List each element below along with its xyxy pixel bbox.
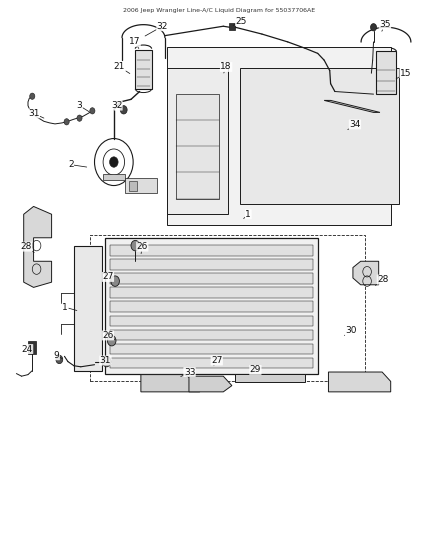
Bar	[28, 341, 36, 354]
Text: 9: 9	[54, 351, 63, 360]
Text: 21: 21	[114, 62, 130, 74]
Circle shape	[107, 335, 116, 346]
Bar	[90, 235, 365, 382]
Circle shape	[131, 240, 140, 251]
Polygon shape	[189, 376, 232, 392]
Bar	[110, 302, 314, 312]
Circle shape	[120, 106, 127, 114]
Bar	[124, 177, 157, 193]
Text: 28: 28	[21, 242, 34, 253]
Text: 25: 25	[233, 17, 247, 26]
Bar	[110, 316, 314, 326]
Text: 28: 28	[375, 275, 389, 286]
Text: 1: 1	[62, 303, 77, 312]
Bar	[110, 358, 314, 368]
Text: 2: 2	[68, 160, 87, 169]
Circle shape	[56, 356, 63, 364]
Text: 2006 Jeep Wrangler Line-A/C Liquid Diagram for 55037706AE: 2006 Jeep Wrangler Line-A/C Liquid Diagr…	[123, 8, 315, 13]
Text: 32: 32	[145, 22, 168, 36]
Text: 29: 29	[250, 366, 261, 374]
Circle shape	[102, 357, 111, 367]
Bar	[129, 181, 138, 191]
Bar	[135, 50, 152, 89]
Text: 35: 35	[379, 20, 391, 31]
Circle shape	[371, 23, 377, 31]
Text: 26: 26	[102, 331, 115, 340]
Text: 34: 34	[348, 120, 360, 130]
Polygon shape	[167, 68, 228, 214]
Text: 33: 33	[181, 368, 195, 377]
Polygon shape	[24, 206, 52, 287]
Circle shape	[110, 157, 118, 167]
Text: 31: 31	[28, 109, 44, 118]
Bar	[229, 23, 235, 30]
Text: 27: 27	[102, 272, 113, 282]
Circle shape	[111, 276, 120, 286]
Polygon shape	[167, 47, 391, 225]
Polygon shape	[141, 375, 200, 392]
Text: 26: 26	[137, 242, 148, 254]
Circle shape	[64, 119, 69, 125]
Polygon shape	[235, 374, 305, 383]
Polygon shape	[105, 238, 318, 374]
Text: 30: 30	[344, 326, 357, 335]
Text: 1: 1	[244, 210, 251, 219]
Bar	[110, 344, 314, 354]
Bar	[110, 287, 314, 298]
Text: 17: 17	[129, 37, 140, 49]
Circle shape	[90, 108, 95, 114]
Bar	[110, 245, 314, 255]
Circle shape	[30, 93, 35, 99]
Bar	[110, 330, 314, 340]
Text: 27: 27	[211, 356, 223, 366]
Circle shape	[77, 115, 82, 122]
Text: 24: 24	[21, 344, 33, 354]
Bar	[176, 94, 219, 199]
Polygon shape	[328, 372, 391, 392]
Bar	[110, 273, 314, 284]
Bar	[110, 259, 314, 270]
Text: 31: 31	[100, 356, 111, 365]
Text: 32: 32	[111, 101, 122, 110]
Bar	[74, 246, 102, 371]
Bar	[103, 174, 124, 180]
Text: 18: 18	[220, 62, 232, 73]
Polygon shape	[324, 100, 380, 112]
Bar	[376, 51, 396, 94]
Text: 15: 15	[396, 69, 411, 79]
Polygon shape	[353, 261, 379, 285]
Polygon shape	[240, 68, 399, 204]
Text: 3: 3	[77, 101, 89, 112]
